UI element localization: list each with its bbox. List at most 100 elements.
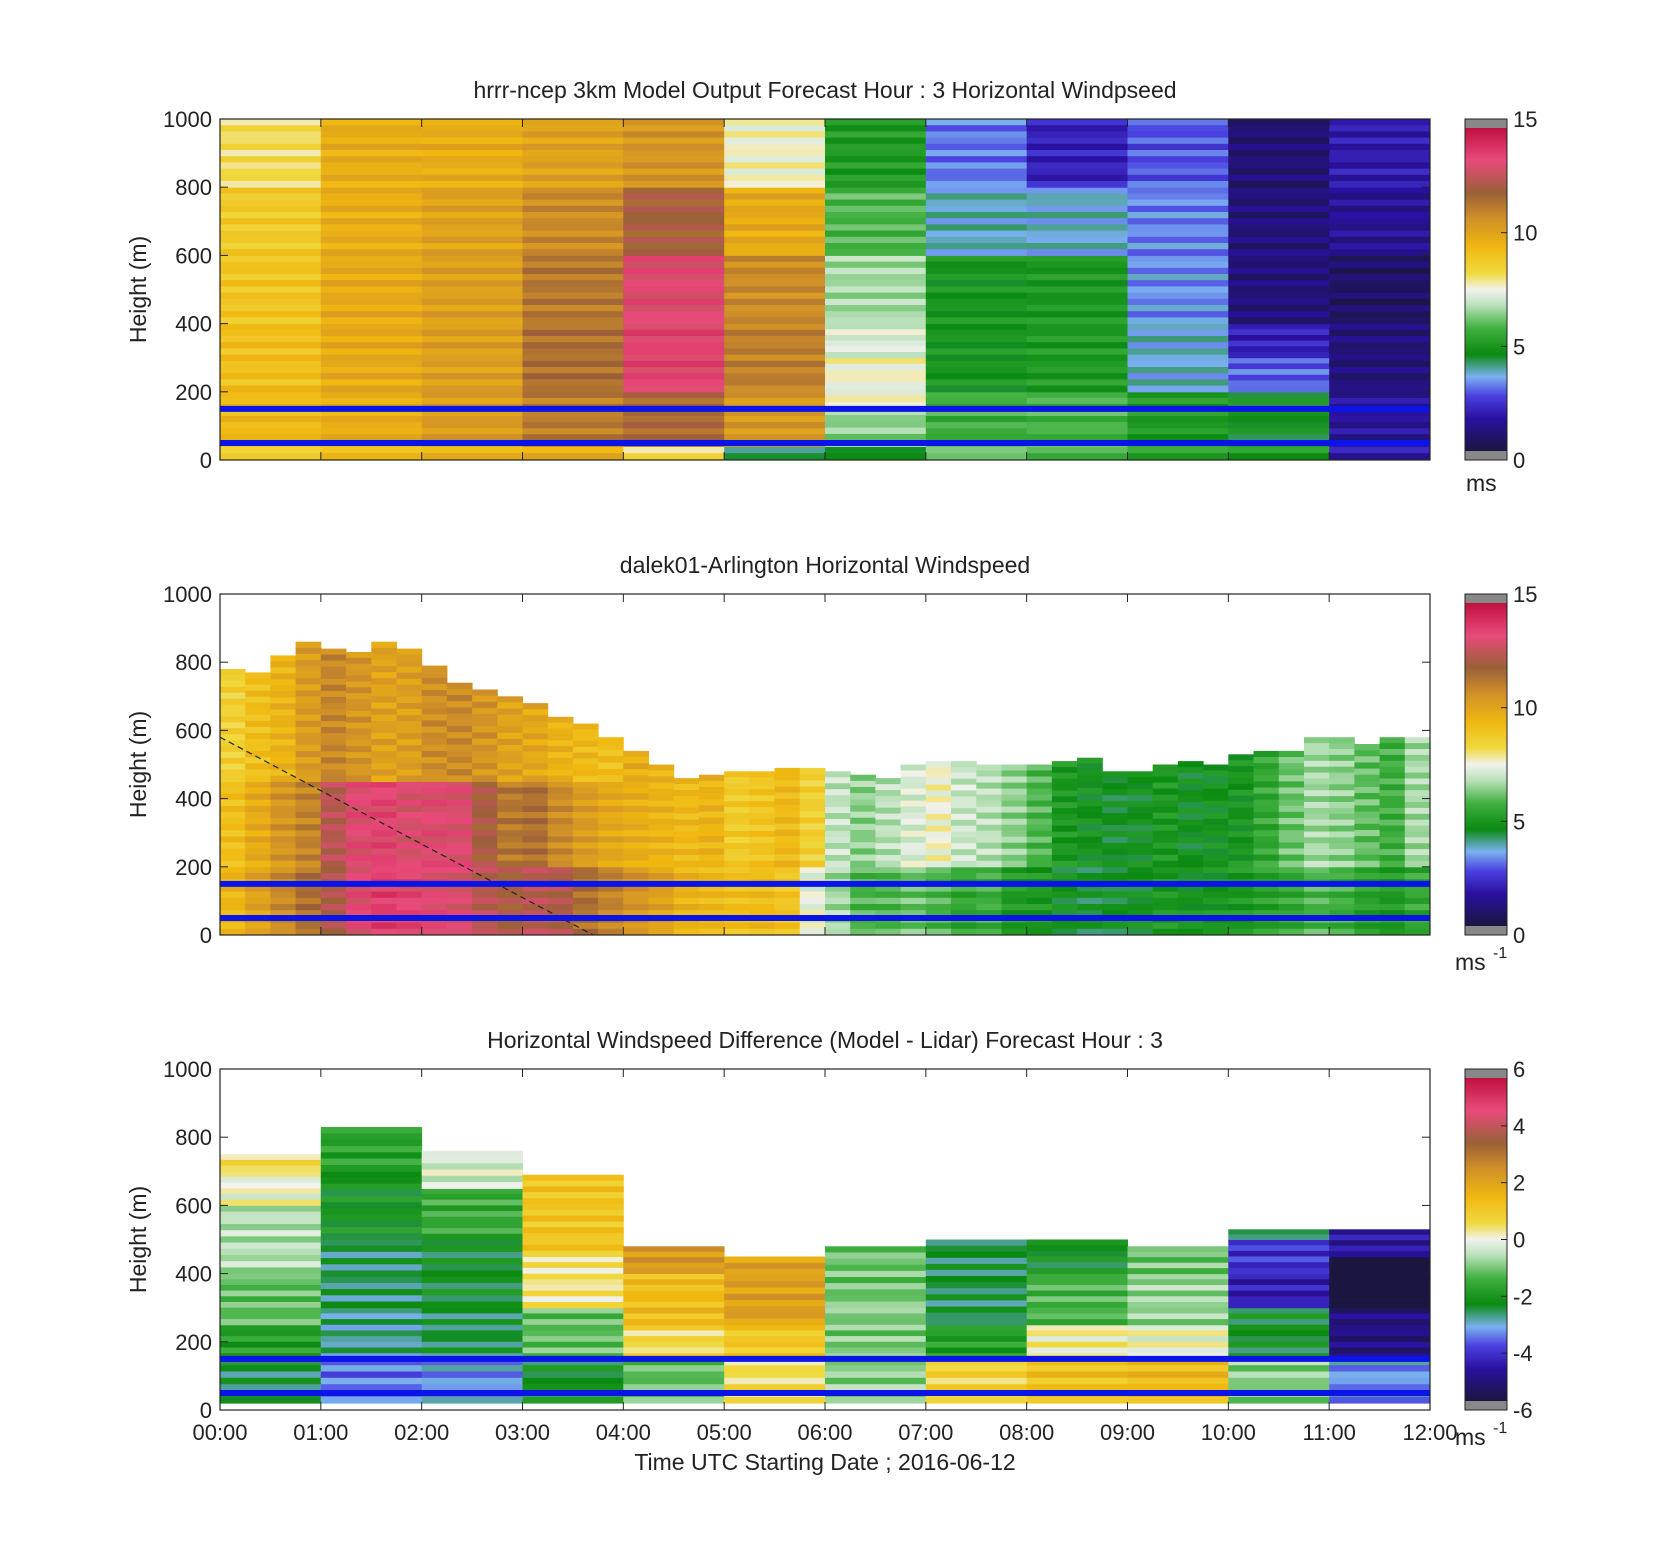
heatmap-cell (1304, 928, 1330, 936)
heatmap-cell (925, 1251, 1028, 1259)
heatmap-cell (220, 230, 322, 238)
heatmap-cell (825, 1313, 927, 1320)
heatmap-cell (522, 1262, 624, 1269)
heatmap-cell (421, 836, 448, 843)
heatmap-cell (245, 727, 271, 734)
colorbar-tick-label: 10 (1513, 696, 1537, 721)
heatmap-cell (976, 854, 1002, 862)
heatmap-cell (270, 793, 297, 801)
heatmap-cell (623, 255, 725, 263)
heatmap-cell (1329, 187, 1431, 194)
heatmap-cell (850, 873, 876, 880)
heatmap-cell (522, 218, 624, 225)
heatmap-cell (245, 922, 271, 930)
heatmap-cell (825, 305, 927, 312)
heatmap-cell (220, 1194, 322, 1201)
heatmap-cell (1253, 842, 1280, 849)
heatmap-cell (724, 181, 826, 188)
heatmap-cell (320, 342, 423, 349)
heatmap-cell (320, 1301, 423, 1309)
heatmap-cell (1001, 904, 1028, 911)
heatmap-cell (1354, 873, 1381, 880)
heatmap-cell (598, 848, 624, 856)
heatmap-cell (572, 922, 599, 930)
heatmap-cell (925, 897, 952, 905)
y-tick-label: 0 (200, 448, 212, 473)
heatmap-cell (1329, 193, 1431, 201)
heatmap-cell (1329, 453, 1431, 461)
heatmap-cell (1026, 788, 1053, 796)
heatmap-cell (951, 866, 977, 874)
heatmap-cell (825, 831, 851, 838)
heatmap-cell (421, 410, 523, 417)
heatmap-cell (623, 230, 725, 238)
heatmap-cell (320, 1189, 423, 1197)
heatmap-cell (1304, 891, 1330, 899)
heatmap-cell (699, 848, 725, 855)
heatmap-cell (825, 370, 927, 377)
heatmap-cell (724, 928, 750, 936)
heatmap-cell (1077, 842, 1103, 850)
heatmap-cell (295, 854, 322, 862)
heatmap-cell (724, 866, 750, 874)
heatmap-cell (1329, 1256, 1431, 1263)
heatmap-cell (1228, 819, 1254, 826)
heatmap-cell (648, 842, 675, 850)
heatmap-cell (547, 787, 574, 795)
heatmap-cell (1379, 760, 1406, 768)
heatmap-cell (1001, 897, 1028, 905)
colorbar-gradient (1465, 1078, 1507, 1401)
heatmap-cell (1051, 885, 1078, 893)
heatmap-cell (825, 1358, 927, 1366)
heatmap-cell (825, 885, 851, 893)
heatmap-cell (547, 805, 574, 813)
heatmap-cell (421, 416, 523, 423)
heatmap-cell (925, 249, 1028, 256)
heatmap-cell (421, 677, 448, 685)
heatmap-cell (522, 715, 549, 722)
heatmap-cell (1404, 802, 1431, 809)
heatmap-cell (1026, 286, 1128, 294)
heatmap-cell (1228, 795, 1254, 803)
heatmap-cell (825, 837, 851, 844)
heatmap-cell (220, 434, 322, 441)
heatmap-cell (472, 904, 498, 911)
heatmap-cell (572, 885, 599, 893)
heatmap-cell (1228, 261, 1330, 269)
heatmap-cell (850, 780, 876, 788)
heatmap-cell (295, 660, 322, 667)
heatmap-cell (825, 801, 851, 808)
heatmap-cell (497, 714, 523, 722)
heatmap-cell (825, 1258, 927, 1266)
heatmap-cell (346, 793, 372, 801)
heatmap-cell (220, 1248, 322, 1256)
heatmap-cell (749, 928, 776, 936)
heatmap-cell (925, 446, 1028, 454)
heatmap-cell (1051, 825, 1078, 833)
heatmap-cell (1228, 843, 1254, 850)
heatmap-cell (976, 922, 1002, 930)
heatmap-cell (1051, 808, 1078, 815)
heatmap-cell (421, 714, 448, 721)
heatmap-cell (1127, 360, 1229, 368)
heatmap-cell (270, 703, 297, 710)
heatmap-cell (749, 860, 776, 868)
heatmap-cell (925, 1239, 1028, 1247)
heatmap-cell (598, 805, 624, 813)
colorbar-tick-label: 2 (1513, 1171, 1525, 1196)
heatmap-cell (825, 860, 851, 868)
heatmap-cell (446, 713, 473, 721)
heatmap-cell (1051, 813, 1078, 821)
heatmap-cell (421, 897, 448, 905)
heatmap-cell (346, 812, 372, 819)
heatmap-cell (925, 329, 1028, 337)
heatmap-cell (850, 928, 876, 936)
heatmap-cell (1152, 806, 1179, 814)
heatmap-cell (1329, 1245, 1431, 1252)
heatmap-cell (497, 757, 523, 764)
panel-title: dalek01-Arlington Horizontal Windspeed (620, 552, 1030, 578)
heatmap-cell (623, 1302, 725, 1309)
heatmap-cell (346, 675, 372, 682)
heatmap-cell (1127, 897, 1154, 905)
heatmap-cell (1329, 1240, 1431, 1247)
